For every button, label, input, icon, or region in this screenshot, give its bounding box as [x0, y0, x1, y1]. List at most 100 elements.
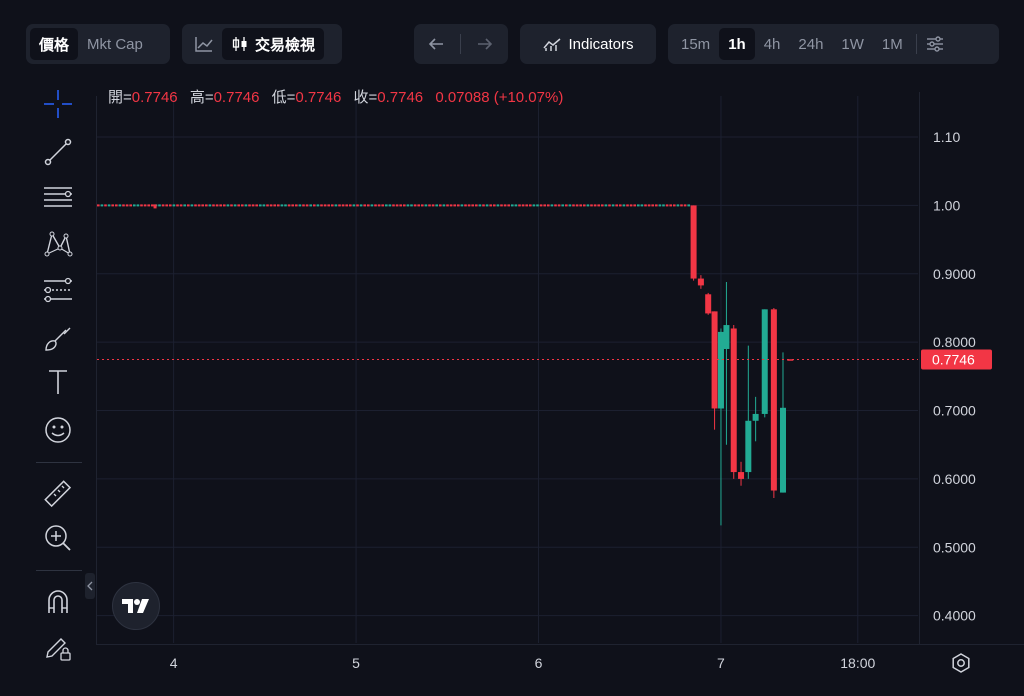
timeframe-15m[interactable]: 15m [681, 35, 711, 53]
flat-candle [273, 204, 276, 207]
flat-candle [320, 204, 323, 207]
open-label: 開= [108, 89, 132, 106]
flat-candle [194, 204, 197, 207]
flat-candle [511, 204, 514, 207]
tradingview-logo[interactable] [112, 582, 160, 630]
flat-candle [305, 204, 309, 207]
flat-candle [359, 204, 363, 207]
chevron-left-icon [87, 581, 93, 591]
candle-view-button[interactable]: 交易檢視 [222, 28, 325, 60]
flat-candle [442, 204, 446, 207]
flat-candle [669, 204, 672, 207]
flat-candle [493, 204, 496, 207]
timeframe-1m[interactable]: 1M [881, 35, 903, 53]
flat-candle [536, 204, 539, 207]
forecast-tool[interactable] [38, 270, 78, 310]
flat-candle [593, 204, 597, 207]
y-tick-label: 0.4000 [933, 608, 976, 624]
text-tool[interactable] [38, 362, 78, 402]
flat-candle [662, 204, 665, 207]
flat-candle [370, 204, 374, 207]
flat-candle [215, 204, 219, 207]
sliders-icon [926, 36, 943, 52]
flat-candle [133, 204, 136, 207]
flat-candle [338, 204, 341, 207]
flat-candle [287, 204, 291, 207]
price-mktcap-toggle: 價格 Mkt Cap [26, 24, 170, 64]
flat-candle [208, 204, 212, 207]
y-tick-label: 0.6000 [933, 471, 976, 487]
indicators-button[interactable]: Indicators [520, 24, 656, 64]
flat-candle [406, 204, 410, 207]
flat-candle [153, 204, 157, 209]
trend-line-tool[interactable] [38, 132, 78, 172]
collapse-toolbar-button[interactable] [85, 573, 95, 599]
pattern-tool[interactable] [38, 224, 78, 264]
flat-candle [237, 204, 240, 207]
ruler-icon [44, 480, 72, 508]
flat-candle [601, 204, 604, 207]
flat-candle [377, 204, 381, 207]
zoom-in-tool[interactable] [38, 518, 78, 558]
flat-candle [147, 204, 150, 207]
flat-candle [539, 204, 543, 207]
crosshair-tool[interactable] [38, 84, 78, 124]
flat-candle [219, 204, 222, 207]
y-tick-label: 0.7000 [933, 403, 976, 419]
flat-candle [244, 204, 248, 207]
candle-view-label: 交易檢視 [255, 36, 316, 54]
chart-settings-gear[interactable] [948, 650, 974, 676]
flat-candle [637, 204, 640, 207]
timeframe-1h[interactable]: 1h [719, 28, 755, 60]
fib-icon [44, 187, 72, 207]
chart-pane[interactable] [96, 96, 924, 644]
flat-candle [557, 204, 561, 207]
flat-candle [136, 204, 140, 207]
brush-tool[interactable] [38, 318, 78, 358]
flat-candle [140, 204, 143, 207]
undo-button[interactable] [418, 28, 454, 60]
flat-candle [583, 204, 586, 207]
lock-drawings-tool[interactable] [38, 628, 78, 668]
timeframe-1w[interactable]: 1W [841, 35, 864, 53]
fib-tool[interactable] [38, 178, 78, 218]
flat-candle [489, 204, 492, 207]
magnet-tool[interactable] [38, 582, 78, 622]
chart-settings-button[interactable] [921, 28, 949, 60]
close-label: 收= [353, 89, 378, 106]
tab-mktcap[interactable]: Mkt Cap [87, 35, 143, 53]
high-value: 0.7746 [213, 89, 260, 106]
tab-price[interactable]: 價格 [30, 28, 79, 60]
flat-candle [399, 204, 402, 207]
candle-body [752, 413, 759, 421]
flat-candle [431, 204, 435, 207]
flat-candle [424, 204, 428, 207]
flat-candle [201, 204, 204, 207]
zoom-in-icon [45, 525, 71, 551]
redo-button[interactable] [467, 28, 503, 60]
divider [460, 34, 461, 54]
undo-redo-group [414, 24, 508, 64]
emoji-tool[interactable] [38, 410, 78, 450]
x-tick-label: 18:00 [840, 655, 875, 671]
divider [915, 34, 917, 54]
flat-candle [547, 204, 550, 207]
flat-candle [421, 204, 424, 207]
flat-candle [471, 204, 474, 207]
line-chart-button[interactable] [186, 28, 222, 60]
flat-candle [413, 204, 417, 207]
flat-candle [349, 204, 352, 207]
time-axis-border [96, 644, 1024, 645]
high-label: 高= [189, 89, 214, 106]
ruler-tool[interactable] [38, 474, 78, 514]
timeframe-4h[interactable]: 4h [763, 35, 781, 53]
flat-candle [165, 204, 168, 207]
flat-candle [554, 204, 557, 207]
flat-candle [485, 204, 489, 207]
flat-candle [111, 204, 114, 207]
low-value: 0.7746 [295, 89, 342, 106]
y-tick-label: 0.9000 [933, 266, 976, 282]
timeframe-24h[interactable]: 24h [798, 35, 824, 53]
flat-candle [575, 204, 579, 207]
flat-candle [611, 204, 615, 207]
